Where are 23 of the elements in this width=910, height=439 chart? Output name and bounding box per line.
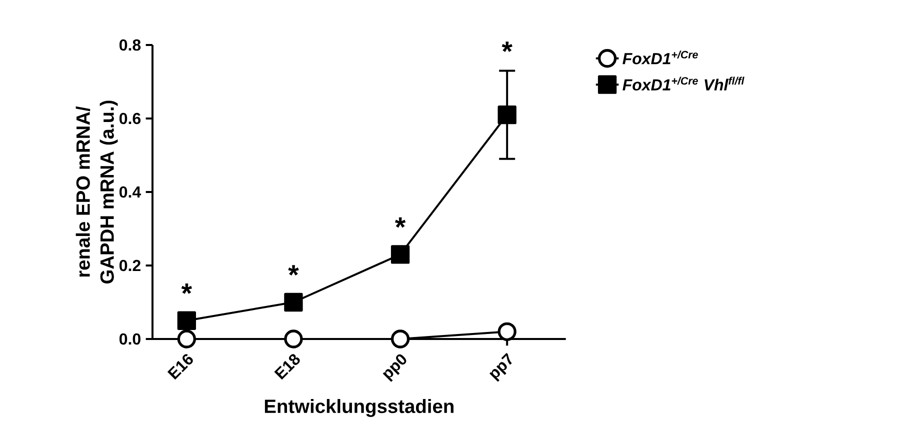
point — [284, 292, 303, 312]
y-tick-label: 0.2 — [119, 260, 140, 272]
y-tick-label: 0.6 — [119, 112, 141, 124]
y-tick-label: 0.8 — [119, 39, 141, 51]
point — [284, 330, 303, 348]
y-axis-title: renale EPO mRNA/ GAPDH mRNA (a.u.) — [76, 100, 118, 284]
point — [177, 311, 196, 330]
point — [498, 105, 516, 124]
x-axis-title: Entwicklungsstadien — [264, 399, 454, 418]
annotation: * — [288, 265, 299, 276]
annotation: * — [502, 42, 512, 52]
y-tick-label: 0.0 — [119, 333, 140, 345]
point — [177, 330, 196, 348]
y-tick-label: 0.4 — [119, 186, 142, 198]
x-tick-label: E16 — [167, 354, 193, 380]
point — [498, 322, 516, 341]
legend-label: FoxD1$^{+/Cre}$ Vhl$^{fl/fl}$ — [622, 76, 744, 90]
x-tick-label: E18 — [274, 354, 300, 380]
point — [390, 245, 410, 264]
legend-label: FoxD1$^{+/Cre}$ — [622, 50, 698, 64]
point — [390, 330, 410, 348]
annotation: * — [181, 284, 192, 294]
annotation: * — [394, 217, 406, 228]
